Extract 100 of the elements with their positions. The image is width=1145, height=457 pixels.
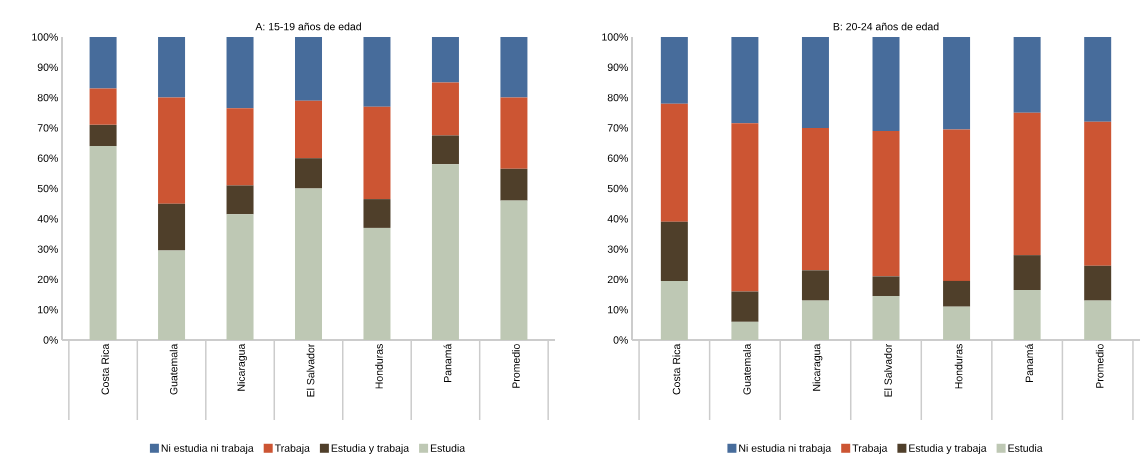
bar [660,280,688,340]
bar [1084,36,1112,122]
bar [801,127,829,271]
bar [500,97,528,169]
bar [295,36,323,101]
bar [363,198,391,228]
y-tick-label: 40% [37,214,58,223]
x-tick-label: Honduras [375,343,383,389]
bar [431,36,459,83]
bar [943,129,971,281]
y-tick-label: 80% [37,93,58,102]
bar [801,36,829,128]
legend-label: Trabaja [852,444,888,454]
bar [1084,265,1112,301]
bar [1084,121,1112,266]
y-tick-label: 90% [37,63,58,71]
bar [226,214,254,340]
bar [226,108,254,186]
bar [431,82,459,136]
bar [158,97,186,204]
bar [872,36,900,131]
x-tick-label: Promedio [1095,343,1104,388]
bar [1084,300,1112,340]
bar [872,130,900,277]
bar [801,300,829,340]
bar [1013,289,1041,340]
y-tick-label: 90% [607,63,628,71]
y-tick-label: 80% [607,93,628,102]
bar [943,280,971,307]
bar [943,306,971,340]
bar [660,36,688,104]
x-tick-label: El Salvador [306,343,315,397]
y-tick-label: 70% [607,124,628,132]
y-tick-label: 40% [607,214,628,223]
bar [431,135,459,165]
bar [89,36,117,89]
bar [801,270,829,301]
x-tick-label: Panamá [443,343,452,382]
x-tick-label: El Salvador [884,343,892,397]
x-tick-label: Costa Rica [672,343,681,395]
legend-label: Trabaja [274,444,310,454]
y-tick-label: 20% [607,275,628,283]
bar [1013,254,1041,290]
bar [158,36,186,98]
bar [731,291,759,322]
chart-title: A: 15-19 años de edad [255,22,361,31]
y-tick-label: 100% [32,33,58,41]
chart-title: B: 20-24 años de edad [833,22,939,31]
bar [226,185,254,215]
legend-label: Ni estudia ni trabaja [161,444,254,454]
bar [363,36,391,107]
y-tick-label: 60% [607,154,628,162]
bar [89,88,117,125]
bar [500,200,528,340]
y-tick-label: 10% [608,305,628,314]
bar [363,106,391,199]
bar [943,36,971,130]
bar [660,103,688,222]
x-tick-label: Costa Rica [101,343,109,395]
y-tick-label: 30% [607,245,628,253]
x-tick-label: Guatemala [743,343,751,395]
x-tick-label: Honduras [954,343,963,389]
x-tick-label: Nicaragua [237,343,247,391]
bar [363,227,391,340]
x-tick-label: Panamá [1025,343,1034,382]
bar [89,145,117,340]
bar [295,188,323,340]
y-tick-label: 70% [37,124,58,132]
bar [158,250,186,340]
bar [731,123,759,292]
bar [500,36,528,98]
bar [1013,112,1041,255]
bar [500,168,528,201]
bar [1013,36,1041,113]
x-tick-label: Guatemala [169,343,178,395]
bar [731,321,759,340]
bar [872,295,900,340]
bar [158,203,186,251]
y-tick-label: 10% [38,305,58,314]
bar [89,124,117,146]
x-tick-label: Promedio [512,343,520,388]
bar [872,276,900,296]
y-tick-label: 30% [37,245,58,253]
bar [295,100,323,159]
bar [660,221,688,281]
bar [731,36,759,124]
legend-label: Estudia y trabaja [331,444,410,454]
bar [295,158,323,189]
y-tick-label: 100% [602,33,628,41]
bar [431,164,459,340]
legend-label: Estudia [1008,444,1043,452]
y-tick-label: 60% [37,154,58,162]
bar [226,36,254,109]
x-tick-label: Nicaragua [812,343,823,391]
y-tick-label: 50% [607,184,628,193]
legend-label: Estudia y trabaja [909,444,987,454]
legend-label: Estudia [430,444,466,452]
y-tick-label: 0% [43,336,58,344]
legend-label: Ni estudia ni trabaja [739,444,832,454]
y-tick-label: 50% [37,184,58,193]
